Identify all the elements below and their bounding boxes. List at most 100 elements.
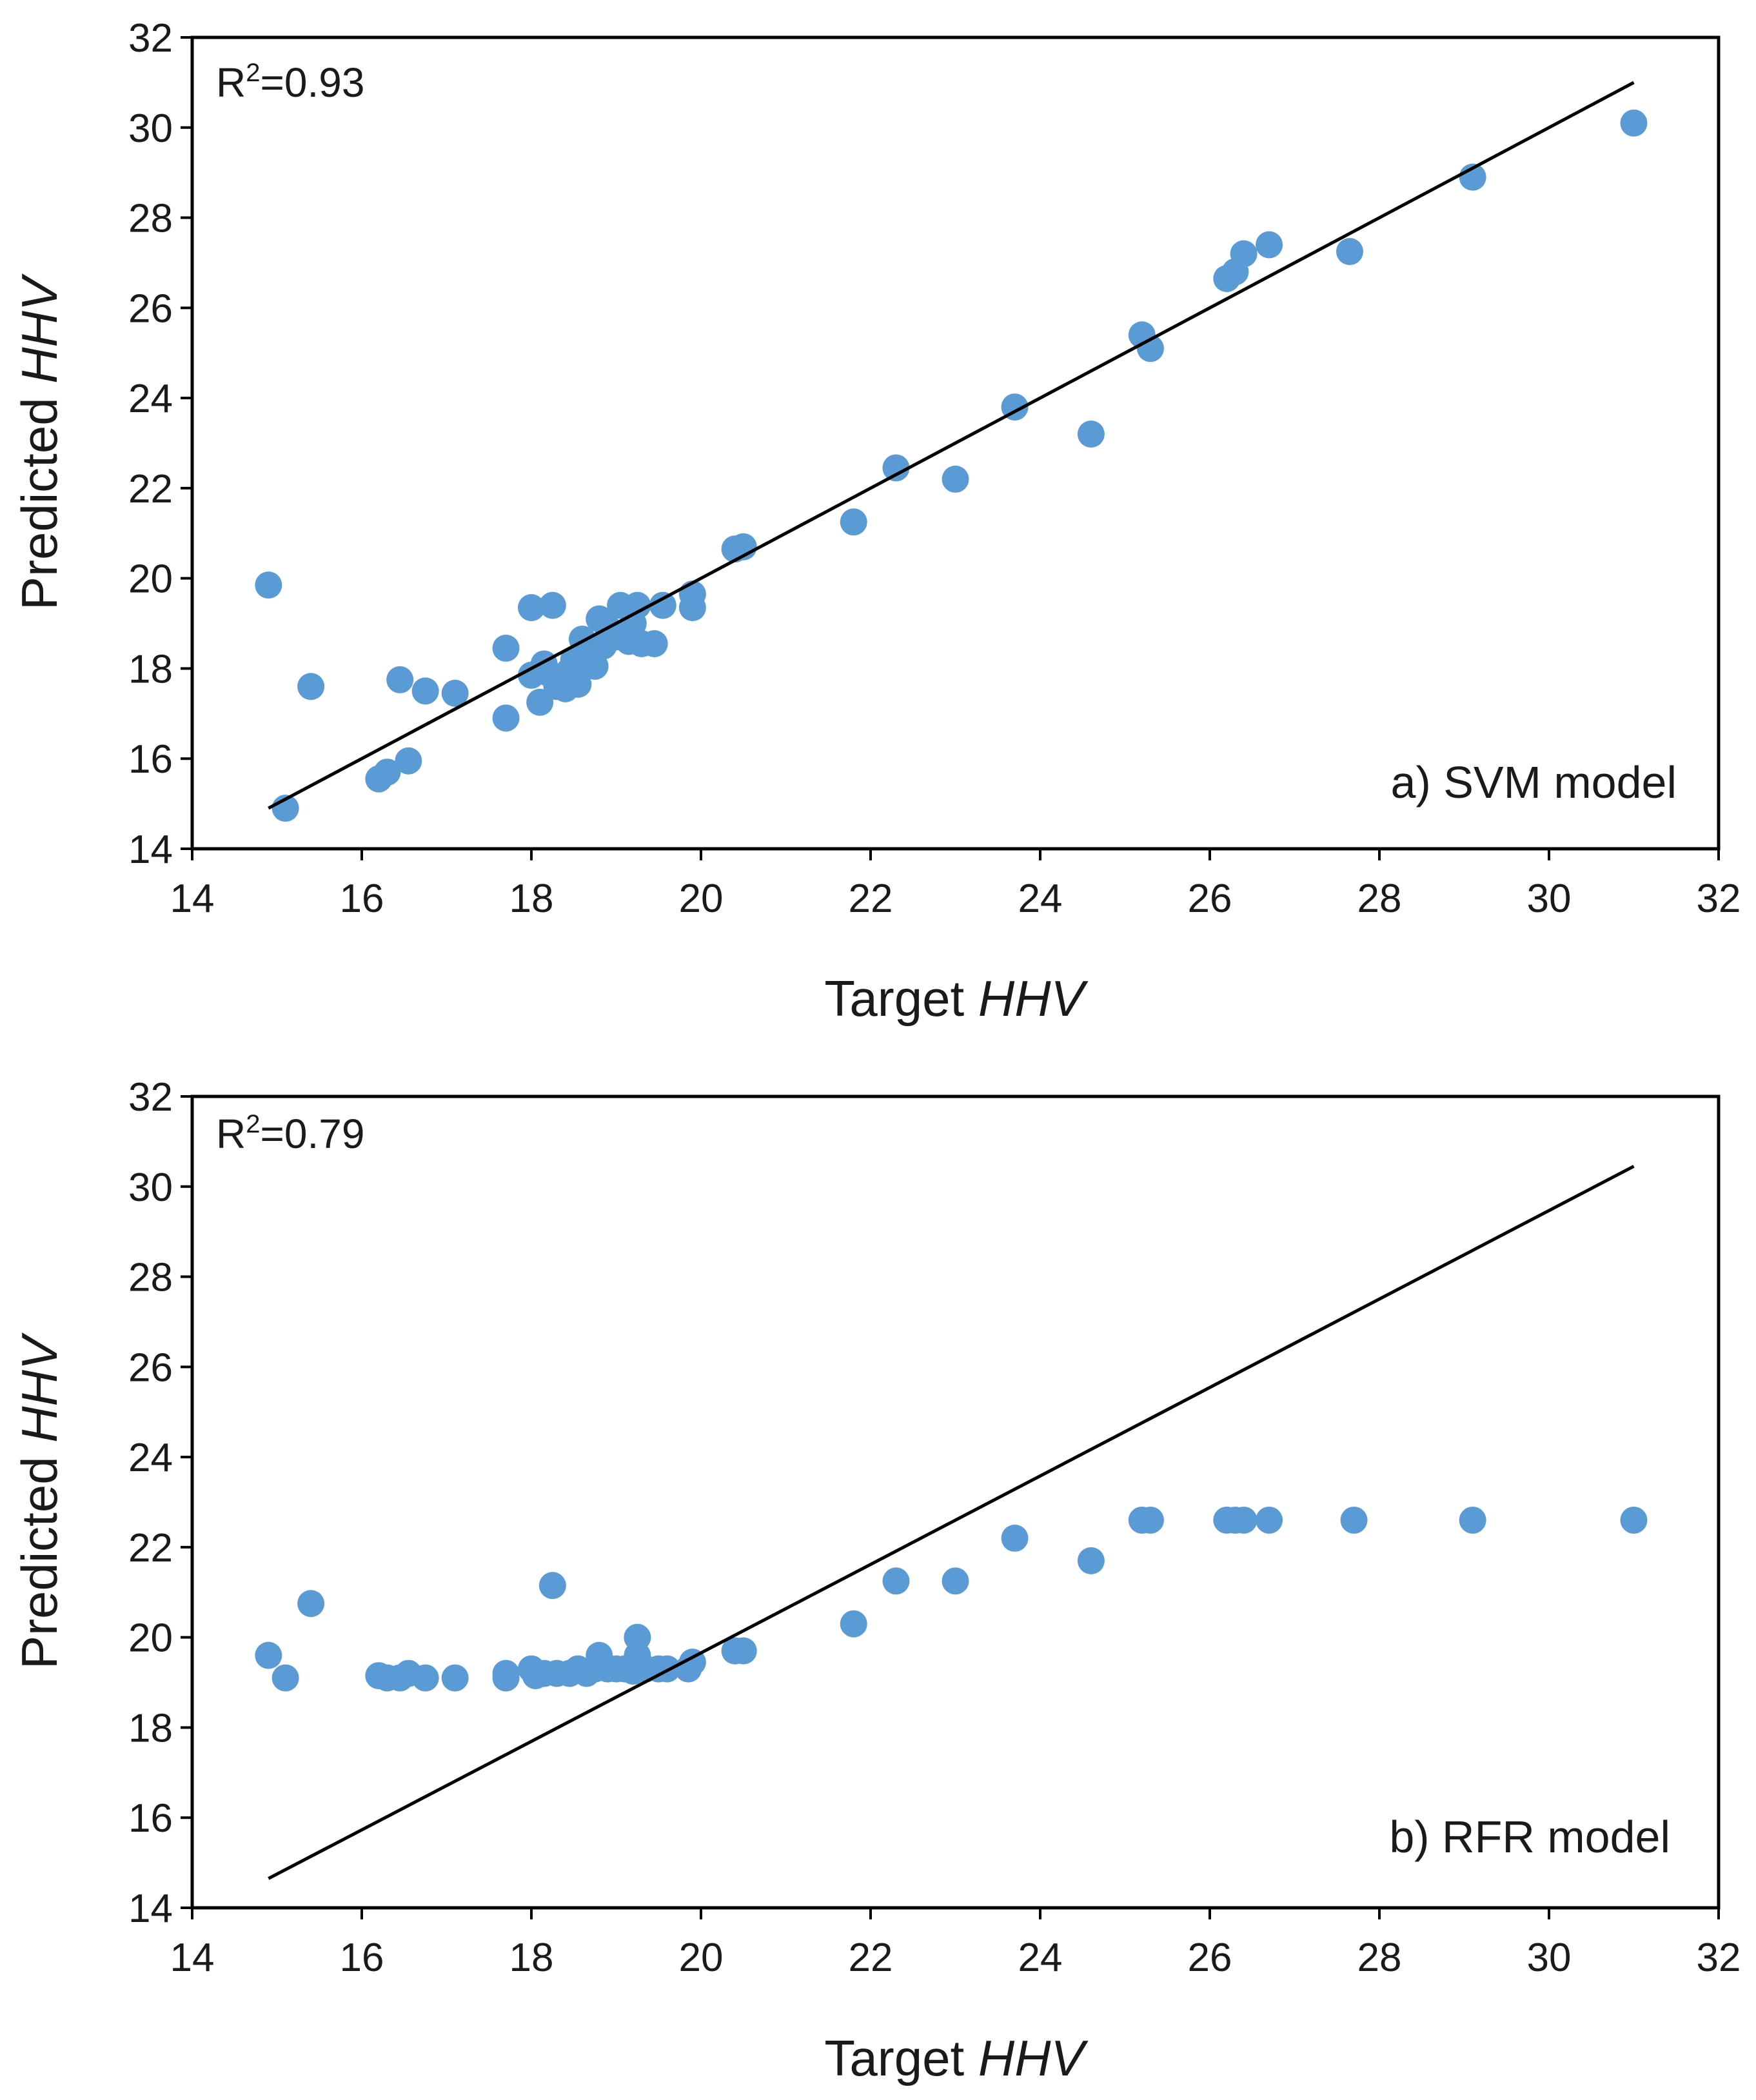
panel-a-data-point bbox=[297, 673, 325, 700]
panel-b-data-point bbox=[492, 1664, 520, 1692]
panel-b-y-tick-label: 24 bbox=[128, 1436, 173, 1480]
panel-a-data-point bbox=[882, 454, 910, 482]
panel-a-data-point bbox=[649, 591, 676, 619]
panel-a-data-point bbox=[492, 634, 520, 662]
panel-a-x-tick-label: 16 bbox=[340, 877, 384, 921]
panel-a-data-point bbox=[1077, 421, 1105, 448]
panel-a-data-point bbox=[395, 747, 422, 775]
panel-b: 14 16 18 20 22 24 26 28 30 32 14 16 18 20 22 24 26 28 30 32… bbox=[11, 1075, 1741, 2086]
panel-b-x-tick-label: 20 bbox=[679, 1936, 724, 1980]
panel-b-y-tick-label: 14 bbox=[128, 1887, 173, 1931]
panel-b-data-point bbox=[1256, 1506, 1283, 1534]
panel-b-y-tick-label: 30 bbox=[128, 1165, 173, 1210]
panel-b-data-point bbox=[1620, 1506, 1648, 1534]
panel-b-x-tick-label: 14 bbox=[170, 1936, 215, 1980]
panel-b-x-tick-label: 26 bbox=[1188, 1936, 1232, 1980]
panel-b-data-point bbox=[942, 1567, 969, 1595]
panel-a-x-tick-label: 18 bbox=[509, 877, 554, 921]
panel-b-data-point bbox=[840, 1610, 867, 1638]
panel-a-model-label: a) SVM model bbox=[1391, 757, 1677, 807]
panel-b-data-point bbox=[1459, 1506, 1486, 1534]
panel-a-tick-labels: 14 16 18 20 22 24 26 28 30 32 14 16 18 20 22 24 26 28 30 32 bbox=[128, 16, 1741, 921]
panel-a-data-point bbox=[640, 630, 668, 658]
panel-b-y-tick-label: 32 bbox=[128, 1075, 173, 1120]
panel-a-x-tick-label: 30 bbox=[1527, 877, 1572, 921]
panel-a-y-tick-label: 16 bbox=[128, 737, 173, 782]
panel-b-y-tick-label: 18 bbox=[128, 1706, 173, 1750]
panel-b-data-point bbox=[1340, 1506, 1368, 1534]
panel-a-data-point bbox=[1256, 231, 1283, 259]
panel-a-data-point bbox=[1230, 240, 1258, 268]
panel-b-x-tick-label: 28 bbox=[1357, 1936, 1402, 1980]
panel-b-data-point bbox=[538, 1572, 566, 1600]
panel-b-data-point bbox=[441, 1664, 469, 1692]
panel-b-y-tick-label: 28 bbox=[128, 1256, 173, 1300]
panel-b-y-tick-label: 22 bbox=[128, 1526, 173, 1570]
panel-b-tick-labels: 14 16 18 20 22 24 26 28 30 32 14 16 18 20 22 24 26 28 30 32 bbox=[128, 1075, 1741, 1980]
panel-a-y-tick-label: 28 bbox=[128, 197, 173, 241]
panel-b-y-tick-label: 20 bbox=[128, 1616, 173, 1661]
panel-a-x-tick-label: 22 bbox=[849, 877, 893, 921]
panel-a-plot-frame bbox=[190, 35, 1721, 851]
panel-b-y-tick-label: 26 bbox=[128, 1345, 173, 1390]
panel-a-x-tick-label: 20 bbox=[679, 877, 724, 921]
panel-b-data-point bbox=[411, 1664, 439, 1692]
panel-b-x-tick-label: 18 bbox=[509, 1936, 554, 1980]
panel-a-x-tick-label: 26 bbox=[1188, 877, 1232, 921]
panel-b-points bbox=[255, 1506, 1648, 1692]
panel-a-data-point bbox=[581, 652, 609, 680]
panel-a-data-point bbox=[411, 677, 439, 705]
panel-b-plot-frame bbox=[190, 1095, 1721, 1910]
panel-a-data-point bbox=[373, 758, 401, 786]
panel-a: 14 16 18 20 22 24 26 28 30 32 14 16 18 20 22 24 26 28 30 32… bbox=[11, 16, 1741, 1027]
panel-b-x-tick-label: 30 bbox=[1527, 1936, 1572, 1980]
panel-a-data-point bbox=[1336, 237, 1363, 265]
panel-b-x-tick-label: 16 bbox=[340, 1936, 384, 1980]
panel-a-y-tick-label: 26 bbox=[128, 286, 173, 331]
panel-b-data-point bbox=[1230, 1506, 1258, 1534]
panel-b-x-tick-label: 24 bbox=[1018, 1936, 1063, 1980]
panel-b-x-tick-label: 32 bbox=[1697, 1936, 1741, 1980]
panel-a-y-tick-label: 14 bbox=[128, 827, 173, 872]
panel-a-data-point bbox=[526, 688, 554, 716]
panel-b-data-point bbox=[1001, 1524, 1029, 1552]
panel-a-data-point bbox=[840, 508, 867, 536]
panel-a-data-point bbox=[624, 591, 651, 619]
panel-b-data-point bbox=[1077, 1547, 1105, 1574]
panel-a-y-axis-label: Predicted HHV bbox=[11, 273, 68, 610]
panel-a-data-point bbox=[942, 465, 969, 493]
panel-a-y-tick-label: 20 bbox=[128, 557, 173, 602]
panel-a-data-point bbox=[538, 591, 566, 619]
panel-a-points bbox=[255, 109, 1648, 822]
panel-a-data-point bbox=[255, 571, 282, 599]
panel-b-data-point bbox=[271, 1664, 299, 1692]
panel-a-data-point bbox=[386, 666, 414, 693]
panel-b-model-label: b) RFR model bbox=[1389, 1812, 1670, 1862]
panel-a-data-point bbox=[441, 679, 469, 707]
panel-b-data-point bbox=[1136, 1506, 1164, 1534]
panel-a-fit-line bbox=[268, 81, 1635, 810]
panel-b-x-tick-label: 22 bbox=[849, 1936, 893, 1980]
panel-a-data-point bbox=[1620, 109, 1648, 137]
panel-a-y-tick-label: 30 bbox=[128, 106, 173, 151]
panel-b-data-point bbox=[729, 1637, 757, 1665]
panel-a-data-point bbox=[518, 594, 545, 622]
panel-a-y-tick-label: 24 bbox=[128, 377, 173, 421]
panel-a-data-point bbox=[492, 704, 520, 732]
panel-a-x-tick-label: 32 bbox=[1697, 877, 1741, 921]
panel-b-data-point bbox=[297, 1590, 325, 1618]
panel-b-x-axis-label: Target HHV bbox=[824, 2030, 1089, 2086]
panel-b-y-axis-label: Predicted HHV bbox=[11, 1332, 68, 1669]
panel-a-x-tick-label: 14 bbox=[170, 877, 215, 921]
panel-b-fit-line bbox=[268, 1165, 1635, 1880]
panel-a-x-axis-label: Target HHV bbox=[824, 970, 1089, 1027]
panel-a-data-point bbox=[564, 670, 592, 698]
panel-a-data-point bbox=[678, 594, 706, 622]
panel-b-r2-label: R2=0.79 bbox=[216, 1110, 364, 1157]
panel-a-x-tick-label: 28 bbox=[1357, 877, 1402, 921]
panel-b-data-point bbox=[882, 1567, 910, 1595]
panel-a-y-tick-label: 22 bbox=[128, 467, 173, 511]
panel-a-r2-label: R2=0.93 bbox=[216, 59, 364, 106]
panel-a-x-tick-label: 24 bbox=[1018, 877, 1063, 921]
